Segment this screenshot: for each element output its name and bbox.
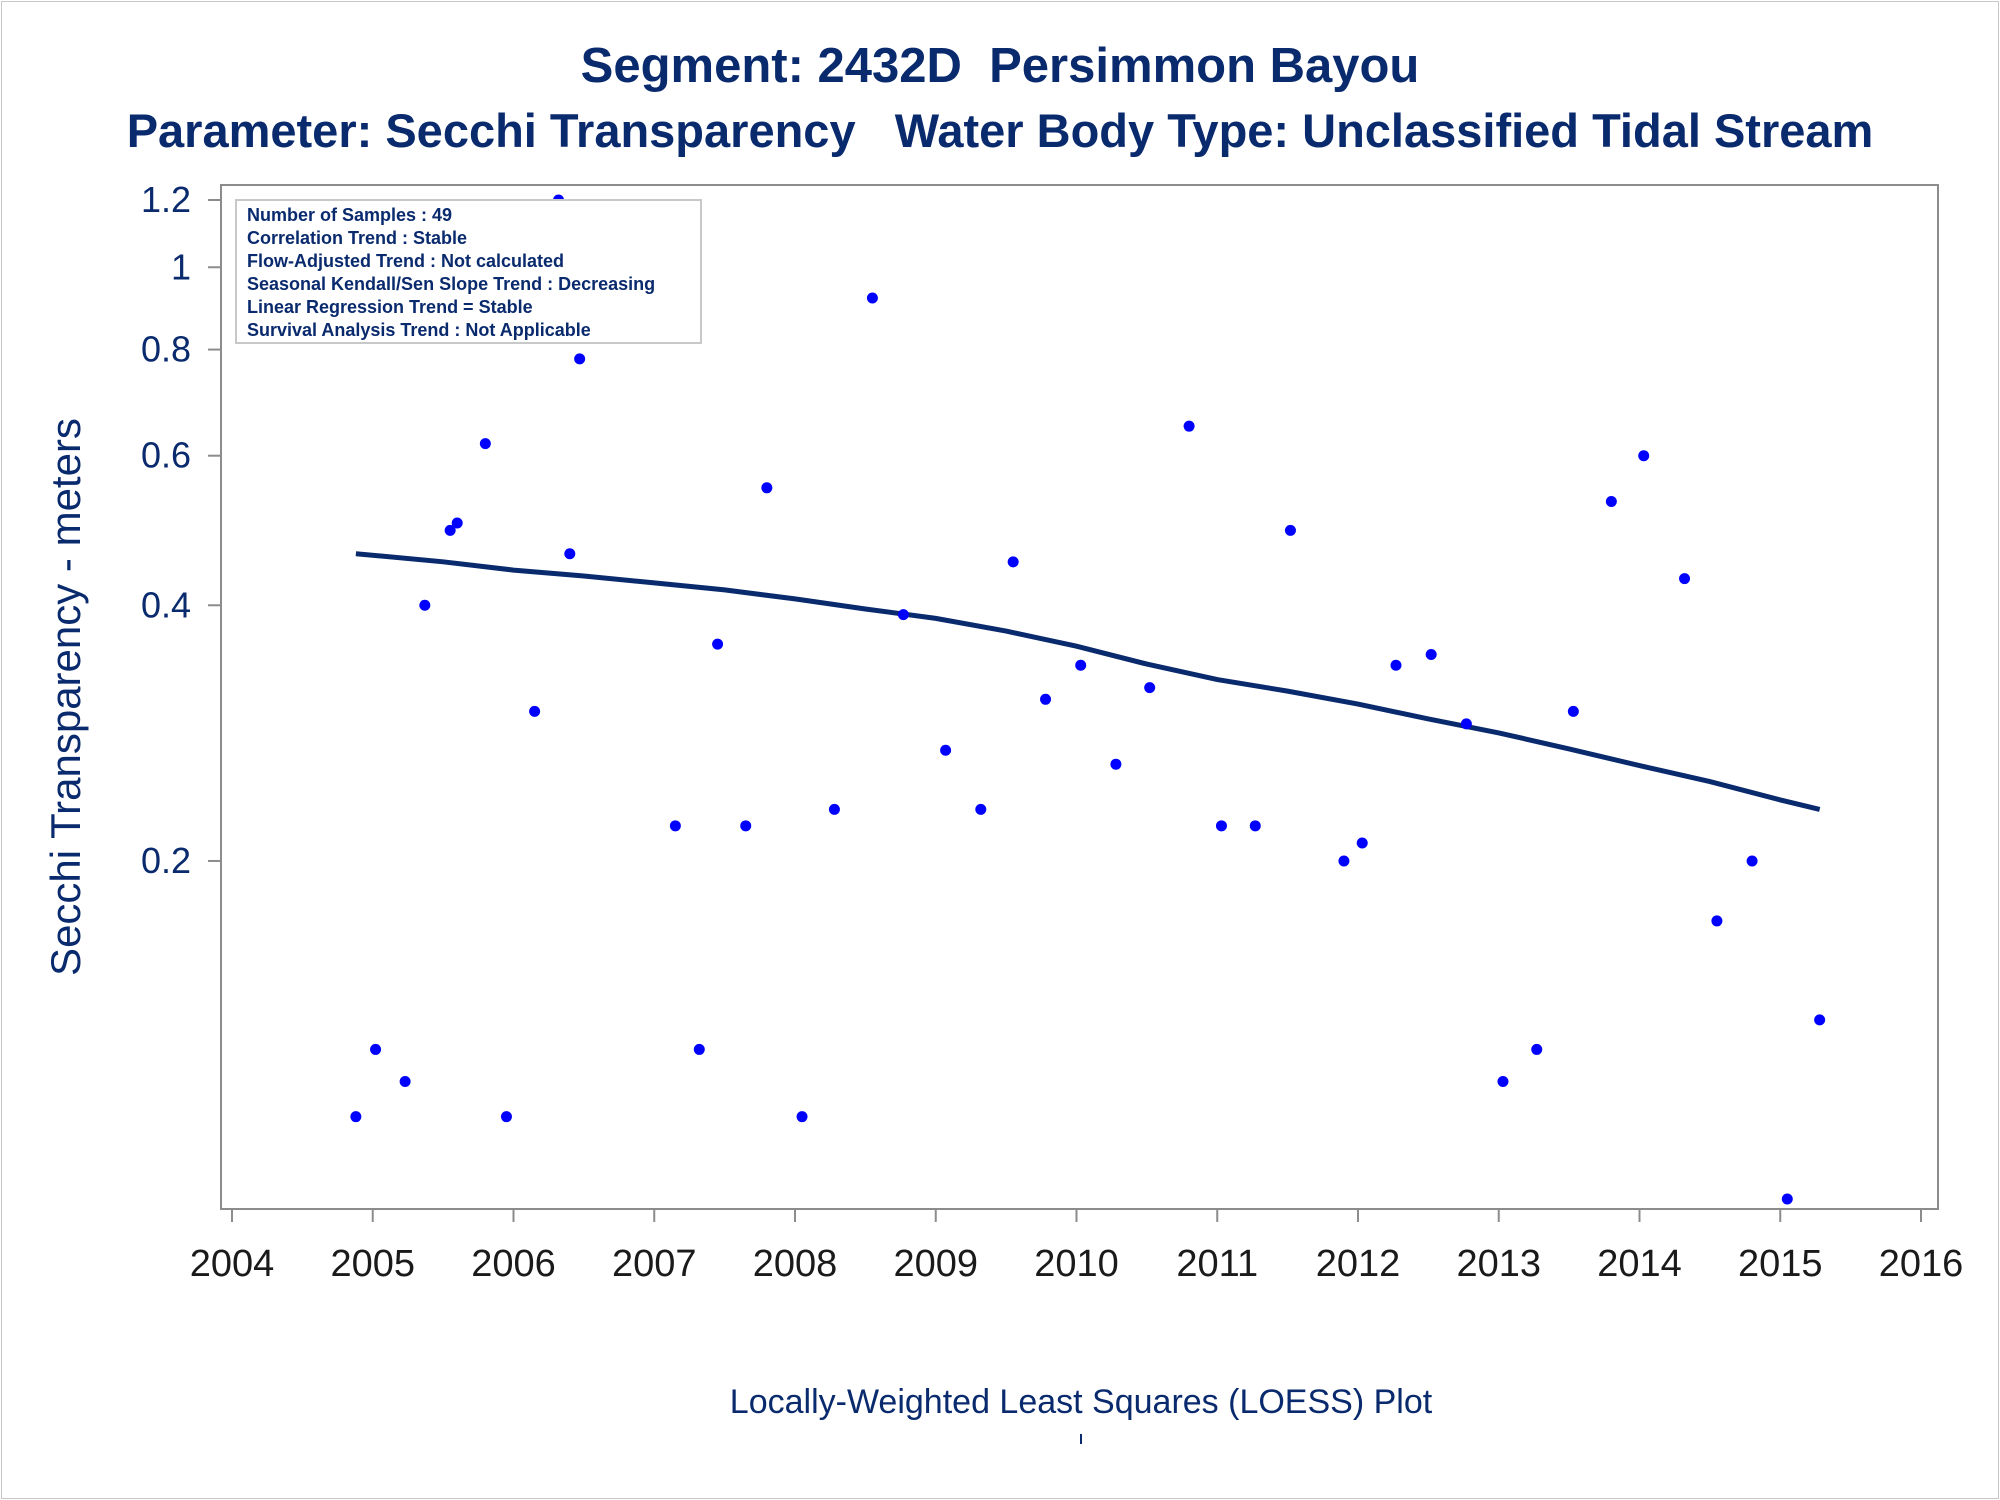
data-point xyxy=(1531,1043,1543,1055)
data-point xyxy=(761,482,773,494)
x-tick-label: 2004 xyxy=(190,1243,275,1285)
data-point xyxy=(1040,693,1052,705)
x-tick-label: 2011 xyxy=(1176,1243,1258,1285)
data-point xyxy=(350,1111,362,1123)
data-point xyxy=(1497,1076,1509,1088)
plot-area xyxy=(220,184,1939,1210)
data-point xyxy=(1215,820,1227,832)
x-tick-label: 2012 xyxy=(1316,1243,1401,1285)
data-point xyxy=(740,820,752,832)
data-point xyxy=(574,353,586,365)
data-point xyxy=(712,638,724,650)
data-point xyxy=(500,1111,512,1123)
data-point xyxy=(940,744,952,756)
x-tick-label: 2015 xyxy=(1738,1243,1823,1285)
trend-summary-line: Number of Samples : 49 xyxy=(247,205,452,225)
trend-summary-line: Seasonal Kendall/Sen Slope Trend : Decre… xyxy=(247,274,655,294)
data-point xyxy=(693,1043,705,1055)
data-point xyxy=(1390,659,1402,671)
data-point xyxy=(1144,682,1156,694)
data-point xyxy=(1110,758,1122,770)
data-point xyxy=(1460,718,1472,730)
data-point xyxy=(1356,837,1368,849)
data-point xyxy=(1605,495,1617,507)
y-tick-label: 1.2 xyxy=(141,179,191,220)
y-axis: 1.2 1 0.8 0.6 0.4 0.2 xyxy=(141,179,221,881)
data-point xyxy=(479,438,491,450)
x-tick-label: 2009 xyxy=(893,1243,978,1285)
data-point xyxy=(1814,1014,1826,1026)
x-tick-label: 2006 xyxy=(471,1243,556,1285)
y-tick-label: 0.4 xyxy=(141,584,191,625)
y-tick-label: 0.8 xyxy=(141,329,191,370)
chart-subtitle: Parameter: Secchi Transparency Water Bod… xyxy=(126,104,1874,157)
trend-summary-line: Linear Regression Trend = Stable xyxy=(247,297,533,317)
y-axis-title: Secchi Transparency - meters xyxy=(42,418,89,976)
data-point xyxy=(1183,420,1195,432)
footnote: Locally-Weighted Least Squares (LOESS) P… xyxy=(730,1383,1433,1421)
x-tick-label: 2013 xyxy=(1456,1243,1541,1285)
data-point xyxy=(529,705,541,717)
data-point xyxy=(444,524,456,536)
data-point xyxy=(1567,705,1579,717)
x-axis: 2004 2005 2006 2007 2008 2009 2010 2011 2012 2013… xyxy=(190,1209,1964,1285)
data-point xyxy=(1284,524,1296,536)
trend-summary-box: Number of Samples : 49 Correlation Trend … xyxy=(235,199,702,344)
y-tick-label: 0.2 xyxy=(141,840,191,881)
data-point xyxy=(1249,820,1261,832)
data-point xyxy=(370,1043,382,1055)
data-point xyxy=(1746,855,1758,867)
x-tick-label: 2016 xyxy=(1879,1243,1964,1285)
trend-summary-line: Survival Analysis Trend : Not Applicable xyxy=(247,320,591,340)
data-point xyxy=(1711,915,1723,927)
data-point xyxy=(866,292,878,304)
x-tick-label: 2010 xyxy=(1034,1243,1119,1285)
data-point xyxy=(897,609,909,621)
data-point xyxy=(669,820,681,832)
data-point xyxy=(796,1111,808,1123)
y-tick-label: 1 xyxy=(171,246,191,287)
trend-summary-line: Flow-Adjusted Trend : Not calculated xyxy=(247,251,564,271)
data-point xyxy=(1638,450,1650,462)
trend-summary-line: Correlation Trend : Stable xyxy=(247,228,467,248)
data-point xyxy=(1075,659,1087,671)
x-tick-label: 2005 xyxy=(330,1243,415,1285)
loess-line xyxy=(355,551,1821,812)
data-points xyxy=(350,194,1826,1205)
data-point xyxy=(419,599,431,611)
data-point xyxy=(1338,855,1350,867)
x-tick-label: 2014 xyxy=(1597,1243,1682,1285)
data-point xyxy=(1007,556,1019,568)
data-point xyxy=(564,548,576,560)
data-point xyxy=(1425,649,1437,661)
data-point xyxy=(1781,1193,1793,1205)
y-tick-label: 0.6 xyxy=(141,435,191,476)
data-point xyxy=(975,803,987,815)
x-tick-label: 2007 xyxy=(612,1243,697,1285)
data-point xyxy=(399,1076,411,1088)
inset-frame xyxy=(235,199,702,344)
data-point xyxy=(451,517,463,529)
data-point xyxy=(1679,573,1691,585)
chart-title: Segment: 2432D Persimmon Bayou xyxy=(580,39,1420,93)
data-point xyxy=(828,803,840,815)
x-tick-label: 2008 xyxy=(753,1243,838,1285)
